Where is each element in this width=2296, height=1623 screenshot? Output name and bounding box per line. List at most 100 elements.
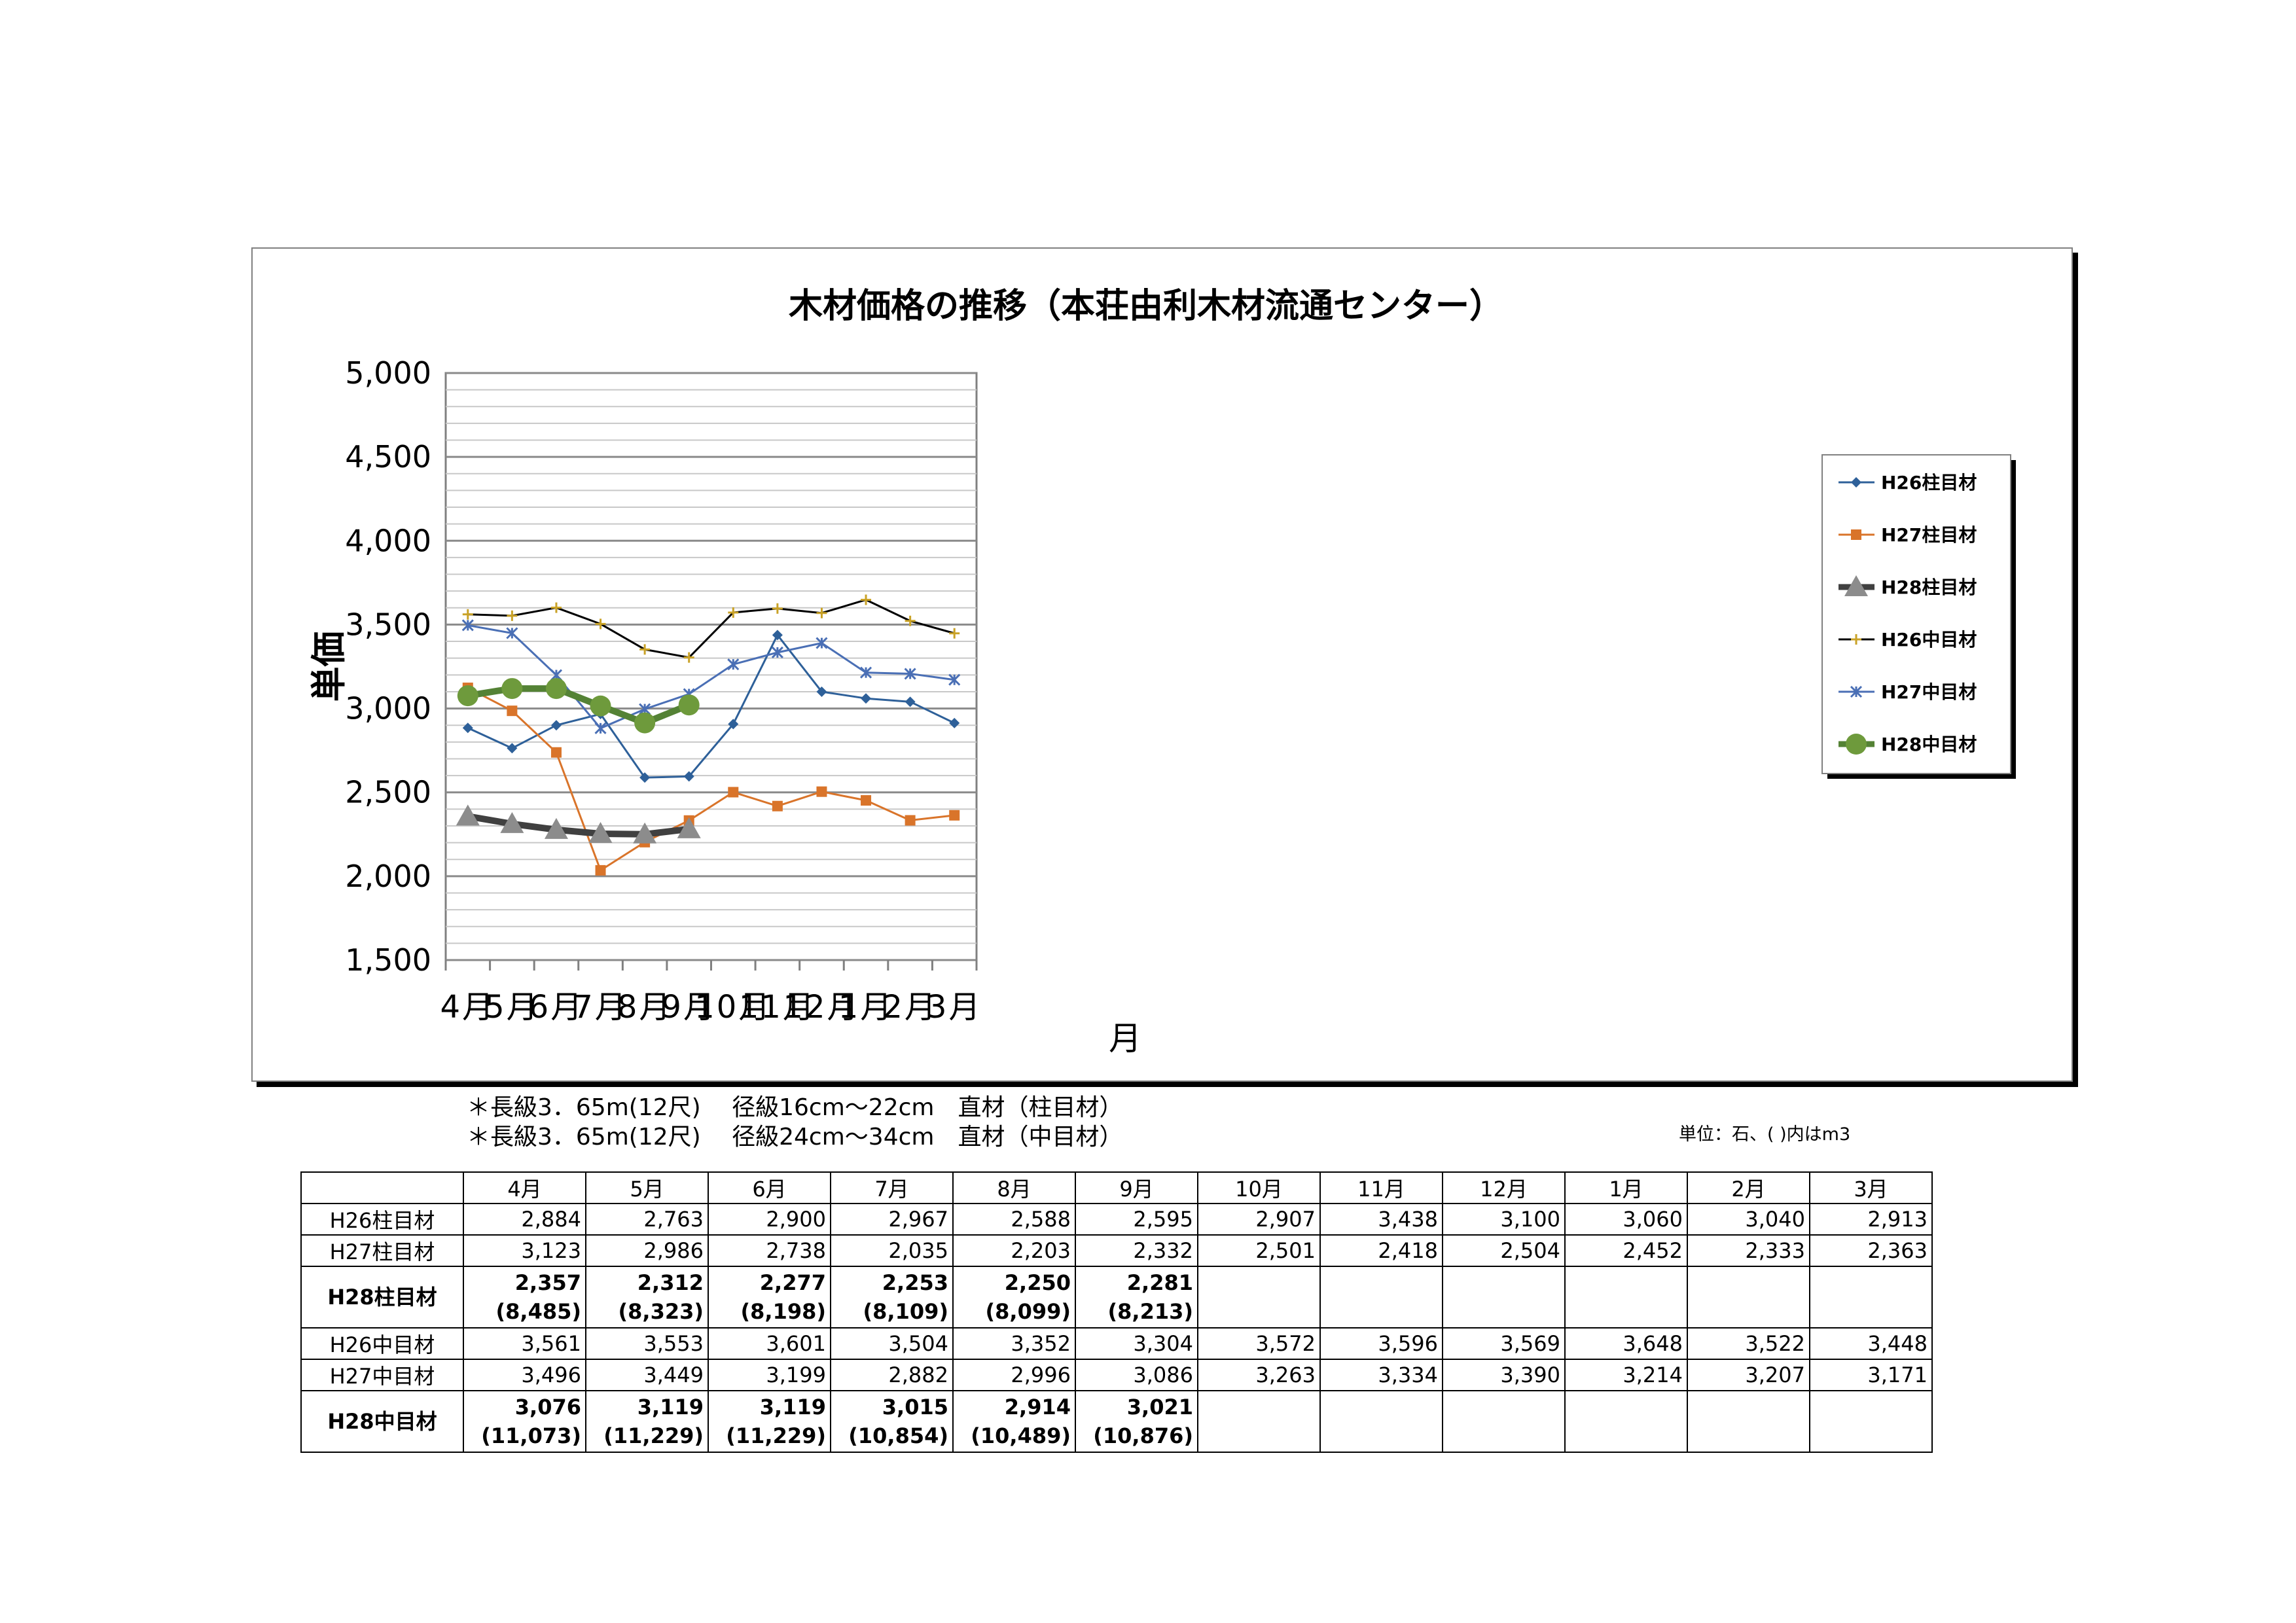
data-point: [816, 786, 827, 797]
row-label: H27中目材: [300, 1359, 464, 1391]
legend-label: H27柱目材: [1881, 524, 1977, 546]
legend-marker: [1846, 734, 1867, 755]
data-point: [545, 678, 567, 700]
data-point: [544, 817, 568, 839]
table-cell: 2,277 (8,198): [708, 1266, 831, 1329]
legend-marker: [1844, 575, 1868, 596]
chart-area: 1,500 2,000 2,500 3,000 3,500 4,000 4,500 5,000…: [251, 247, 2073, 1082]
column-header: 5月: [585, 1171, 709, 1204]
table-row: H27中目材 3,496 3,449 3,199 2,882 2,996 3,086 3,26…: [300, 1359, 1933, 1391]
table-cell: [1319, 1266, 1443, 1329]
data-point: [550, 747, 562, 758]
x-tick-label: 10月: [694, 989, 772, 1026]
table-corner-cell: [300, 1171, 464, 1204]
table-cell: 3,060: [1564, 1203, 1688, 1236]
table-cell: [1319, 1390, 1443, 1453]
data-point: [462, 722, 473, 734]
table-cell: 2,907: [1197, 1203, 1321, 1236]
legend-marker: [1851, 529, 1861, 540]
table-cell: [1687, 1390, 1810, 1453]
column-header: 3月: [1809, 1171, 1933, 1204]
y-tick-label: 4,000: [345, 523, 431, 558]
table-cell: 3,449: [585, 1359, 709, 1391]
table-cell: 3,601: [708, 1327, 831, 1360]
column-header: 1月: [1564, 1171, 1688, 1204]
table-cell: 3,199: [708, 1359, 831, 1391]
legend-label: H26中目材: [1881, 629, 1977, 651]
table-cell: [1442, 1266, 1566, 1329]
table-cell: 2,588: [952, 1203, 1076, 1236]
table-cell: 3,100: [1442, 1203, 1566, 1236]
cell-subvalue: (10,876): [1093, 1423, 1193, 1448]
legend-box: [1821, 454, 2011, 774]
cell-subvalue: (8,323): [618, 1299, 704, 1324]
cell-value: 2,253: [882, 1270, 948, 1295]
cell-subvalue: (10,854): [848, 1423, 948, 1448]
table-cell: 2,333: [1687, 1234, 1810, 1267]
data-point: [861, 693, 872, 704]
y-axis-title: 単価: [308, 632, 350, 702]
price-table: 4月 5月 6月 7月 8月 9月 10月 11月 12月 1月 2月 3月 H…: [300, 1171, 1933, 1453]
data-point: [634, 712, 656, 734]
table-row: H28柱目材 2,357 (8,485) 2,312 (8,323) 2,277 (8,19…: [300, 1266, 1933, 1329]
spec-note-2: ＊長級3．65m(12尺) 径級24cm～34cm 直材（中目材）: [467, 1124, 1123, 1150]
table-cell: 3,448: [1809, 1327, 1933, 1360]
table-cell: 2,967: [830, 1203, 954, 1236]
table-cell: 3,119 (11,229): [585, 1390, 709, 1453]
table-cell: 3,561: [463, 1327, 586, 1360]
table-cell: 2,504: [1442, 1234, 1566, 1267]
column-header: 12月: [1442, 1171, 1566, 1204]
data-point: [728, 719, 739, 730]
table-cell: 3,438: [1319, 1203, 1443, 1236]
y-tick-label: 1,500: [345, 942, 431, 978]
table-cell: [1442, 1390, 1566, 1453]
table-cell: 2,363: [1809, 1234, 1933, 1267]
series-line: [467, 687, 955, 872]
x-tick-label: 1月: [838, 989, 894, 1026]
data-point: [905, 696, 916, 707]
data-point: [677, 817, 701, 838]
row-label: H27柱目材: [300, 1234, 464, 1267]
table-cell: 2,501: [1197, 1234, 1321, 1267]
table-cell: 3,648: [1564, 1327, 1688, 1360]
table-cell: 2,882: [830, 1359, 954, 1391]
y-tick-label: 2,000: [345, 859, 431, 894]
data-point: [678, 694, 700, 716]
table-cell: 3,076 (11,073): [463, 1390, 586, 1453]
table-cell: 3,496: [463, 1359, 586, 1391]
table-cell: 3,040: [1687, 1203, 1810, 1236]
table-cell: 2,738: [708, 1234, 831, 1267]
table-cell: 2,203: [952, 1234, 1076, 1267]
table-cell: 2,253 (8,109): [830, 1266, 954, 1329]
x-tick-label: 9月: [661, 989, 717, 1026]
y-tick-label: 2,500: [345, 775, 431, 810]
data-point: [595, 865, 606, 876]
table-cell: 3,304: [1075, 1327, 1198, 1360]
cell-subvalue: (10,489): [971, 1423, 1071, 1448]
data-point: [639, 772, 651, 783]
table-cell: 2,281 (8,213): [1075, 1266, 1198, 1329]
table-cell: 3,207: [1687, 1359, 1810, 1391]
cell-subvalue: (11,229): [603, 1423, 704, 1448]
data-point: [457, 685, 478, 707]
table-cell: [1564, 1266, 1688, 1329]
table-cell: [1809, 1266, 1933, 1329]
cell-value: 3,119: [759, 1395, 826, 1419]
table-cell: 3,214: [1564, 1359, 1688, 1391]
cell-value: 3,021: [1126, 1395, 1193, 1419]
data-point: [861, 795, 872, 806]
table-cell: 2,884: [463, 1203, 586, 1236]
cell-subvalue: (8,213): [1107, 1299, 1193, 1324]
line-chart: 1,500 2,000 2,500 3,000 3,500 4,000 4,500 5,000…: [308, 287, 2016, 1058]
column-header: 9月: [1075, 1171, 1198, 1204]
data-point: [905, 815, 916, 826]
unit-note: 単位：石、( )内はm3: [1679, 1124, 1851, 1145]
table-cell: 3,263: [1197, 1359, 1321, 1391]
data-point: [507, 743, 518, 754]
data-point: [772, 800, 783, 812]
data-point: [816, 686, 827, 697]
legend-label: H28中目材: [1881, 734, 1977, 755]
data-point: [633, 822, 657, 844]
x-tick-label: 2月: [882, 989, 938, 1026]
x-tick-label: 8月: [617, 989, 673, 1026]
